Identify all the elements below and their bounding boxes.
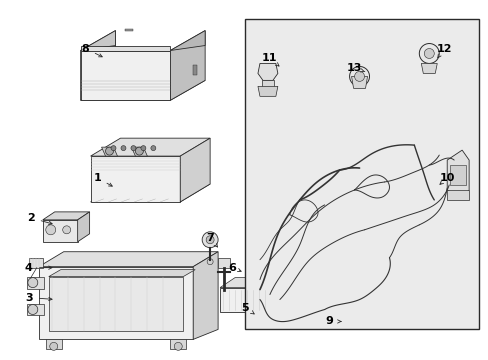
Text: 2: 2 [27,213,35,223]
Text: 10: 10 [439,173,454,183]
Polygon shape [90,156,180,202]
Circle shape [46,225,56,235]
Circle shape [419,44,438,63]
Polygon shape [193,252,218,339]
Polygon shape [39,252,218,267]
Text: 1: 1 [94,173,101,183]
Circle shape [28,278,38,288]
Polygon shape [46,339,61,349]
Polygon shape [180,138,210,202]
Polygon shape [449,165,465,185]
Polygon shape [102,147,117,156]
Polygon shape [170,31,205,50]
Circle shape [50,342,58,350]
Polygon shape [78,212,89,242]
Circle shape [111,146,116,150]
Text: 6: 6 [227,263,236,273]
Circle shape [174,342,182,350]
Polygon shape [49,270,195,276]
Polygon shape [49,276,183,332]
Text: 9: 9 [325,316,333,327]
Polygon shape [27,276,44,289]
Polygon shape [170,339,186,349]
Circle shape [207,259,213,265]
Polygon shape [447,150,468,198]
Polygon shape [81,45,170,50]
Polygon shape [220,288,274,312]
Polygon shape [218,258,229,268]
Polygon shape [29,258,42,268]
Polygon shape [90,138,210,156]
Text: 5: 5 [241,302,248,312]
Circle shape [206,236,214,244]
Text: 8: 8 [81,44,89,54]
Polygon shape [125,28,133,31]
Circle shape [62,226,71,234]
Polygon shape [81,31,115,50]
Text: 4: 4 [25,263,33,273]
Polygon shape [42,212,89,220]
Text: 7: 7 [206,233,214,243]
Polygon shape [131,147,147,156]
Polygon shape [27,303,44,315]
Polygon shape [251,296,264,303]
Polygon shape [447,190,468,200]
Polygon shape [220,278,289,288]
Polygon shape [81,92,170,100]
Circle shape [28,305,38,315]
Circle shape [349,67,369,86]
Circle shape [141,146,145,150]
Text: 11: 11 [262,54,277,63]
Circle shape [251,293,264,306]
Polygon shape [351,76,367,88]
Polygon shape [90,184,210,202]
Polygon shape [258,63,277,80]
Polygon shape [262,80,273,90]
Text: 12: 12 [436,44,451,54]
Bar [244,19,478,329]
Polygon shape [258,86,277,96]
Circle shape [202,232,218,248]
Text: 3: 3 [25,293,33,302]
Polygon shape [81,50,170,100]
Circle shape [424,49,433,58]
Text: 13: 13 [346,63,362,73]
Polygon shape [81,80,205,100]
Circle shape [131,146,136,150]
Polygon shape [421,63,436,73]
Polygon shape [274,278,289,312]
Circle shape [135,147,143,155]
Circle shape [151,146,156,150]
Circle shape [354,71,364,81]
Bar [193,66,197,75]
Polygon shape [42,220,78,242]
Polygon shape [81,31,115,100]
Polygon shape [39,267,193,339]
Polygon shape [170,31,205,100]
Circle shape [105,147,113,155]
Circle shape [121,146,126,150]
